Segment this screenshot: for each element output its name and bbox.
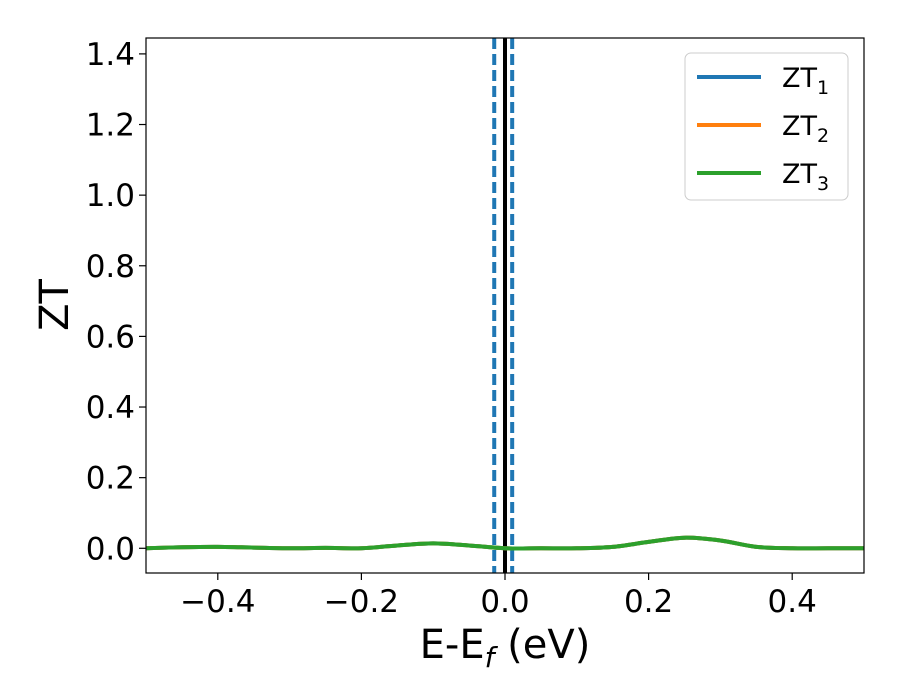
x-axis-title: E-Ef (eV) — [420, 622, 591, 674]
legend-box — [684, 52, 849, 201]
legend-label-zt3: ZT3 — [782, 159, 829, 195]
y-tick-label: 0.6 — [86, 319, 135, 355]
x-tick-label: 0.2 — [624, 584, 673, 620]
y-tick-label: 1.0 — [86, 178, 135, 214]
legend: ZT1 ZT2 ZT3 — [684, 52, 849, 201]
y-axis: 0.0 0.2 0.4 0.6 0.8 1.0 1.2 1.4 — [86, 37, 146, 567]
x-axis-title-main: E-E — [420, 622, 485, 668]
x-tick-label: −0.4 — [180, 584, 255, 620]
y-tick-label: 1.4 — [86, 37, 135, 73]
y-axis-title: ZT — [32, 279, 78, 331]
legend-label-zt2: ZT2 — [782, 111, 829, 147]
y-tick-label: 0.2 — [86, 461, 135, 497]
y-tick-label: 1.2 — [86, 108, 135, 144]
x-tick-label: 0.0 — [480, 584, 529, 620]
y-tick-label: 0.8 — [86, 249, 135, 285]
plot-area — [145, 38, 864, 573]
series-line-zt3 — [145, 535, 864, 551]
x-tick-label: 0.4 — [768, 584, 817, 620]
y-tick-label: 0.0 — [86, 531, 135, 567]
legend-label-zt1: ZT1 — [782, 63, 829, 99]
x-axis: −0.4 −0.2 0.0 0.2 0.4 — [180, 573, 817, 620]
y-tick-label: 0.4 — [86, 390, 135, 426]
x-tick-label: −0.2 — [324, 584, 399, 620]
x-axis-title-suffix: (eV) — [494, 622, 590, 668]
